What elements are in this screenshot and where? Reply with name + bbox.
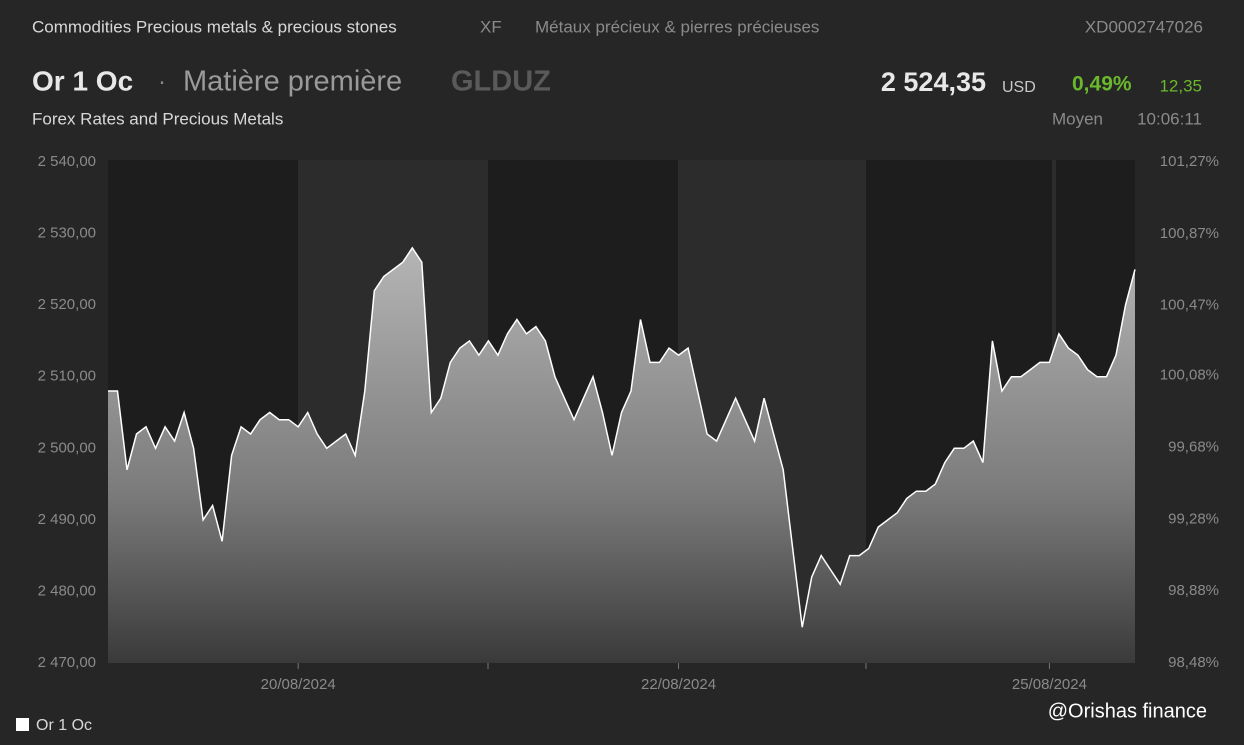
instrument-name: Or 1 Oc: [32, 65, 133, 96]
y2-tick-label: 99,28%: [1168, 510, 1219, 527]
subtitle: Forex Rates and Precious Metals: [32, 109, 283, 128]
price: 2 524,35: [881, 67, 986, 97]
y-tick-label: 2 510,00: [38, 368, 96, 385]
y-tick-label: 2 480,00: [38, 582, 96, 599]
x-tick-label: 22/08/2024: [641, 676, 716, 693]
quote-type: Moyen: [1052, 109, 1103, 128]
y2-tick-label: 100,47%: [1160, 297, 1219, 314]
change: 12,35: [1159, 76, 1202, 95]
legend-swatch: [16, 718, 29, 731]
line: [108, 246, 1136, 628]
watermark: @Orishas finance: [1048, 700, 1207, 722]
y2-tick-label: 101,27%: [1160, 153, 1219, 170]
x-tick-label: 20/08/2024: [261, 676, 336, 693]
currency: USD: [1002, 79, 1036, 96]
y-tick-label: 2 470,00: [38, 654, 96, 671]
x-tick-label: 25/08/2024: [1012, 676, 1087, 693]
y-tick-label: 2 500,00: [38, 439, 96, 456]
y-tick-label: 2 520,00: [38, 296, 96, 313]
asset-type: Matière première: [183, 66, 402, 98]
change-pct: 0,49%: [1072, 73, 1132, 96]
y2-tick-label: 100,87%: [1160, 225, 1219, 242]
y2-tick-label: 99,68%: [1168, 438, 1219, 455]
isin: XD0002747026: [1085, 17, 1203, 36]
ticker: GLDUZ: [451, 66, 551, 98]
y2-tick-label: 98,48%: [1168, 654, 1219, 671]
exchange: XF: [480, 17, 502, 36]
y-tick-label: 2 490,00: [38, 511, 96, 528]
category: Commodities Precious metals & precious s…: [32, 17, 397, 36]
separator: ·: [158, 68, 166, 95]
category-fr: Métaux précieux & pierres précieuses: [535, 17, 819, 36]
y2-tick-label: 98,88%: [1168, 582, 1219, 599]
time: 10:06:11: [1137, 109, 1202, 128]
legend-label: Or 1 Oc: [36, 717, 92, 734]
y-tick-label: 2 540,00: [38, 153, 96, 170]
y2-tick-label: 100,08%: [1160, 367, 1219, 384]
y-tick-label: 2 530,00: [38, 225, 96, 242]
area: [108, 247, 1135, 663]
